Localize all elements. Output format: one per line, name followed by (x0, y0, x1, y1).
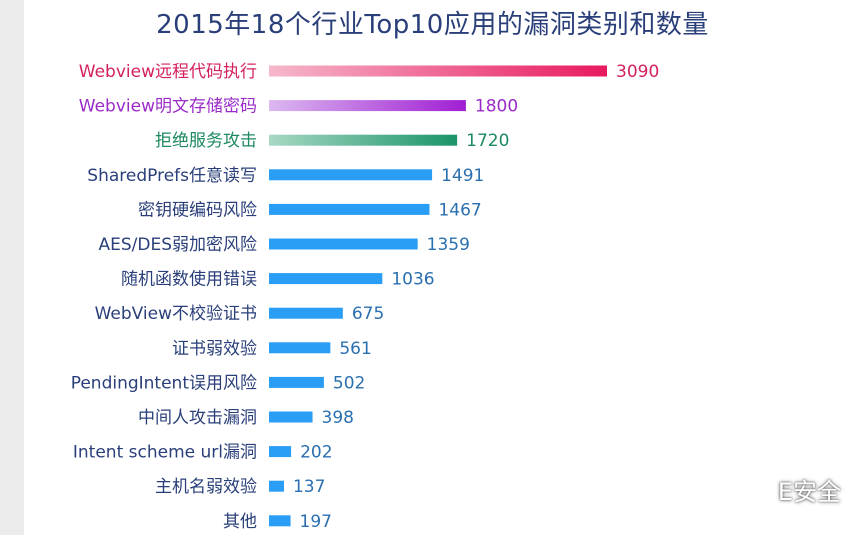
value-label: 398 (322, 408, 354, 428)
value-label: 561 (339, 339, 371, 359)
value-label: 1359 (427, 235, 470, 255)
value-label: 197 (300, 512, 332, 532)
category-label: Intent scheme url漏洞 (73, 443, 257, 463)
bar (269, 446, 292, 458)
category-label: 密钥硬编码风险 (138, 200, 257, 220)
watermark-text: E安全 (777, 478, 841, 506)
bar (269, 411, 313, 423)
category-label: WebView不校验证书 (95, 304, 257, 324)
bar (269, 65, 607, 77)
wechat-icon (733, 475, 769, 503)
value-label: 1720 (466, 131, 509, 151)
bar (269, 515, 291, 527)
category-label: 拒绝服务攻击 (155, 131, 257, 151)
category-label: AES/DES弱加密风险 (98, 235, 257, 255)
value-label: 3090 (616, 62, 659, 82)
category-label: 其他 (223, 512, 257, 532)
chart-panel (24, 0, 865, 535)
category-label: 中间人攻击漏洞 (138, 408, 257, 428)
watermark: E安全 (732, 472, 841, 507)
category-label: 随机函数使用错误 (121, 269, 257, 290)
bar (269, 203, 430, 215)
category-label: PendingIntent误用风险 (71, 373, 257, 393)
value-label: 202 (300, 443, 332, 463)
value-label: 502 (333, 373, 365, 393)
bar (269, 480, 284, 492)
bar (269, 273, 383, 285)
value-label: 137 (293, 477, 325, 497)
category-label: 主机名弱效验 (155, 477, 257, 497)
category-label: Webview远程代码执行 (79, 62, 257, 82)
value-label: 1467 (438, 200, 481, 220)
category-label: Webview明文存储密码 (79, 97, 257, 117)
value-label: 1491 (441, 166, 484, 186)
bar (269, 307, 343, 319)
bar (269, 376, 324, 388)
category-label: SharedPrefs任意读写 (87, 166, 257, 186)
bar (269, 134, 458, 146)
value-label: 1800 (475, 97, 518, 117)
bar (269, 238, 418, 250)
category-label: 证书弱效验 (172, 339, 257, 359)
bar (269, 100, 466, 112)
bar (269, 169, 433, 181)
value-label: 1036 (391, 270, 434, 290)
chart-title: 2015年18个行业Top10应用的漏洞类别和数量 (156, 10, 709, 40)
bar (269, 342, 331, 354)
value-label: 675 (352, 304, 384, 324)
